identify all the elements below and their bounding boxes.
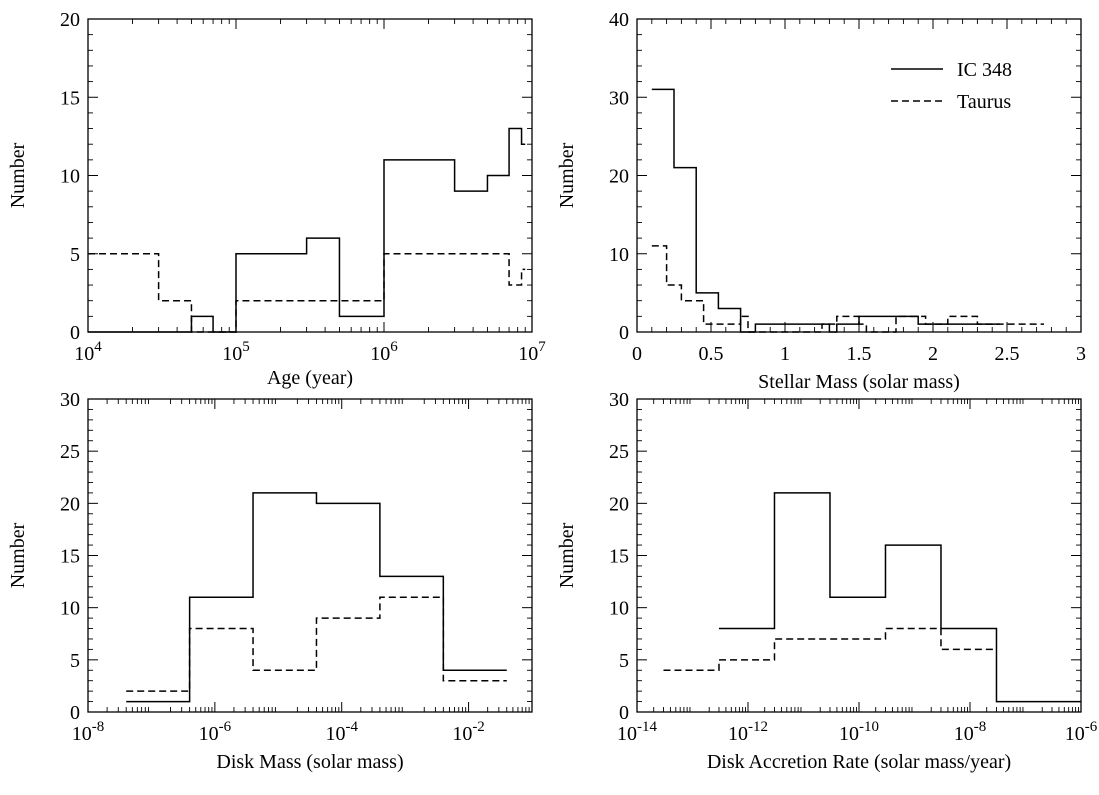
x-tick-label: 2.5 <box>995 343 1020 365</box>
y-tick-label: 30 <box>609 389 629 411</box>
x-tick-label: 10-8 <box>72 719 105 745</box>
x-tick-label: 10-4 <box>325 719 358 745</box>
x-tick-label: 2 <box>928 343 938 365</box>
x-tick-label: 1.5 <box>847 343 872 365</box>
x-tick-label: 10-8 <box>954 719 987 745</box>
y-tick-label: 20 <box>609 166 629 188</box>
series-taurus-step-line <box>126 596 507 692</box>
y-tick-label: 5 <box>70 244 80 266</box>
plot-frame <box>636 18 1082 333</box>
y-axis-label: Number <box>556 142 578 208</box>
y-tick-label: 10 <box>609 598 629 620</box>
y-tick-label: 15 <box>60 546 80 568</box>
y-tick-label: 15 <box>60 87 80 109</box>
x-tick-label: 0 <box>632 343 642 365</box>
y-tick-label: 0 <box>70 702 80 724</box>
series-ic-348-step-line <box>651 88 1000 333</box>
y-tick-label: 10 <box>609 244 629 266</box>
panel-accretion-rate-histogram: 10-14 10-12 10-10 10-8 10-6 0 5 10 15 20 25 30 Disk … <box>556 389 1098 773</box>
y-tick-label: 15 <box>609 546 629 568</box>
x-tick-label: 10-10 <box>839 719 879 745</box>
y-tick-label: 5 <box>70 650 80 672</box>
series-ic-348-step-line <box>718 492 1081 703</box>
y-tick-label: 0 <box>619 322 629 344</box>
plot-frame <box>87 398 533 713</box>
y-tick-label: 0 <box>70 322 80 344</box>
plot-frame <box>87 18 533 333</box>
y-tick-label: 30 <box>60 389 80 411</box>
x-tick-label: 105 <box>222 339 250 365</box>
x-tick-label: 3 <box>1076 343 1086 365</box>
y-axis-label: Number <box>556 522 578 588</box>
x-tick-label: 1 <box>780 343 790 365</box>
series-taurus-step-line <box>88 253 526 333</box>
x-tick-label: 10-12 <box>728 719 768 745</box>
y-axis-label: Number <box>7 142 29 208</box>
x-axis-label: Stellar Mass (solar mass) <box>758 371 960 393</box>
series-taurus-step-line <box>663 627 997 672</box>
x-tick-label: 0.5 <box>699 343 724 365</box>
y-tick-label: 10 <box>60 598 80 620</box>
series-ic-348-step-line <box>88 127 526 333</box>
x-axis-label: Age (year) <box>267 367 353 389</box>
x-tick-label: 10-2 <box>452 719 485 745</box>
legend-label: IC 348 <box>957 59 1012 81</box>
panel-disk-mass-histogram: 10-8 10-6 10-4 10-2 0 5 10 15 20 25 30 Disk Mass (s… <box>7 389 533 773</box>
x-tick-label: 10-6 <box>1065 719 1098 745</box>
x-tick-label: 104 <box>74 339 102 365</box>
y-tick-label: 30 <box>609 87 629 109</box>
y-tick-label: 40 <box>609 9 629 31</box>
x-tick-label: 10-6 <box>199 719 232 745</box>
y-tick-label: 0 <box>619 702 629 724</box>
x-axis-label: Disk Mass (solar mass) <box>216 751 403 773</box>
x-axis-label: Disk Accretion Rate (solar mass/year) <box>707 751 1011 773</box>
legend-label: Taurus <box>957 91 1011 113</box>
x-tick-label: 106 <box>370 339 398 365</box>
x-tick-label: 10-14 <box>617 719 657 745</box>
y-tick-label: 5 <box>619 650 629 672</box>
y-tick-label: 20 <box>60 9 80 31</box>
series-taurus-step-line <box>651 245 1044 333</box>
panel-age-histogram: 104 105 106 107 0 5 10 15 20 Age (year) Number <box>7 9 546 389</box>
series-ic-348-step-line <box>126 492 507 703</box>
y-tick-label: 20 <box>60 493 80 515</box>
x-tick-label: 107 <box>518 339 546 365</box>
legend: IC 348 Taurus <box>891 59 1012 113</box>
y-tick-label: 25 <box>60 441 80 463</box>
plot-frame <box>636 398 1082 713</box>
y-tick-label: 25 <box>609 441 629 463</box>
y-tick-label: 10 <box>60 166 80 188</box>
y-axis-label: Number <box>7 522 29 588</box>
y-tick-label: 20 <box>609 493 629 515</box>
